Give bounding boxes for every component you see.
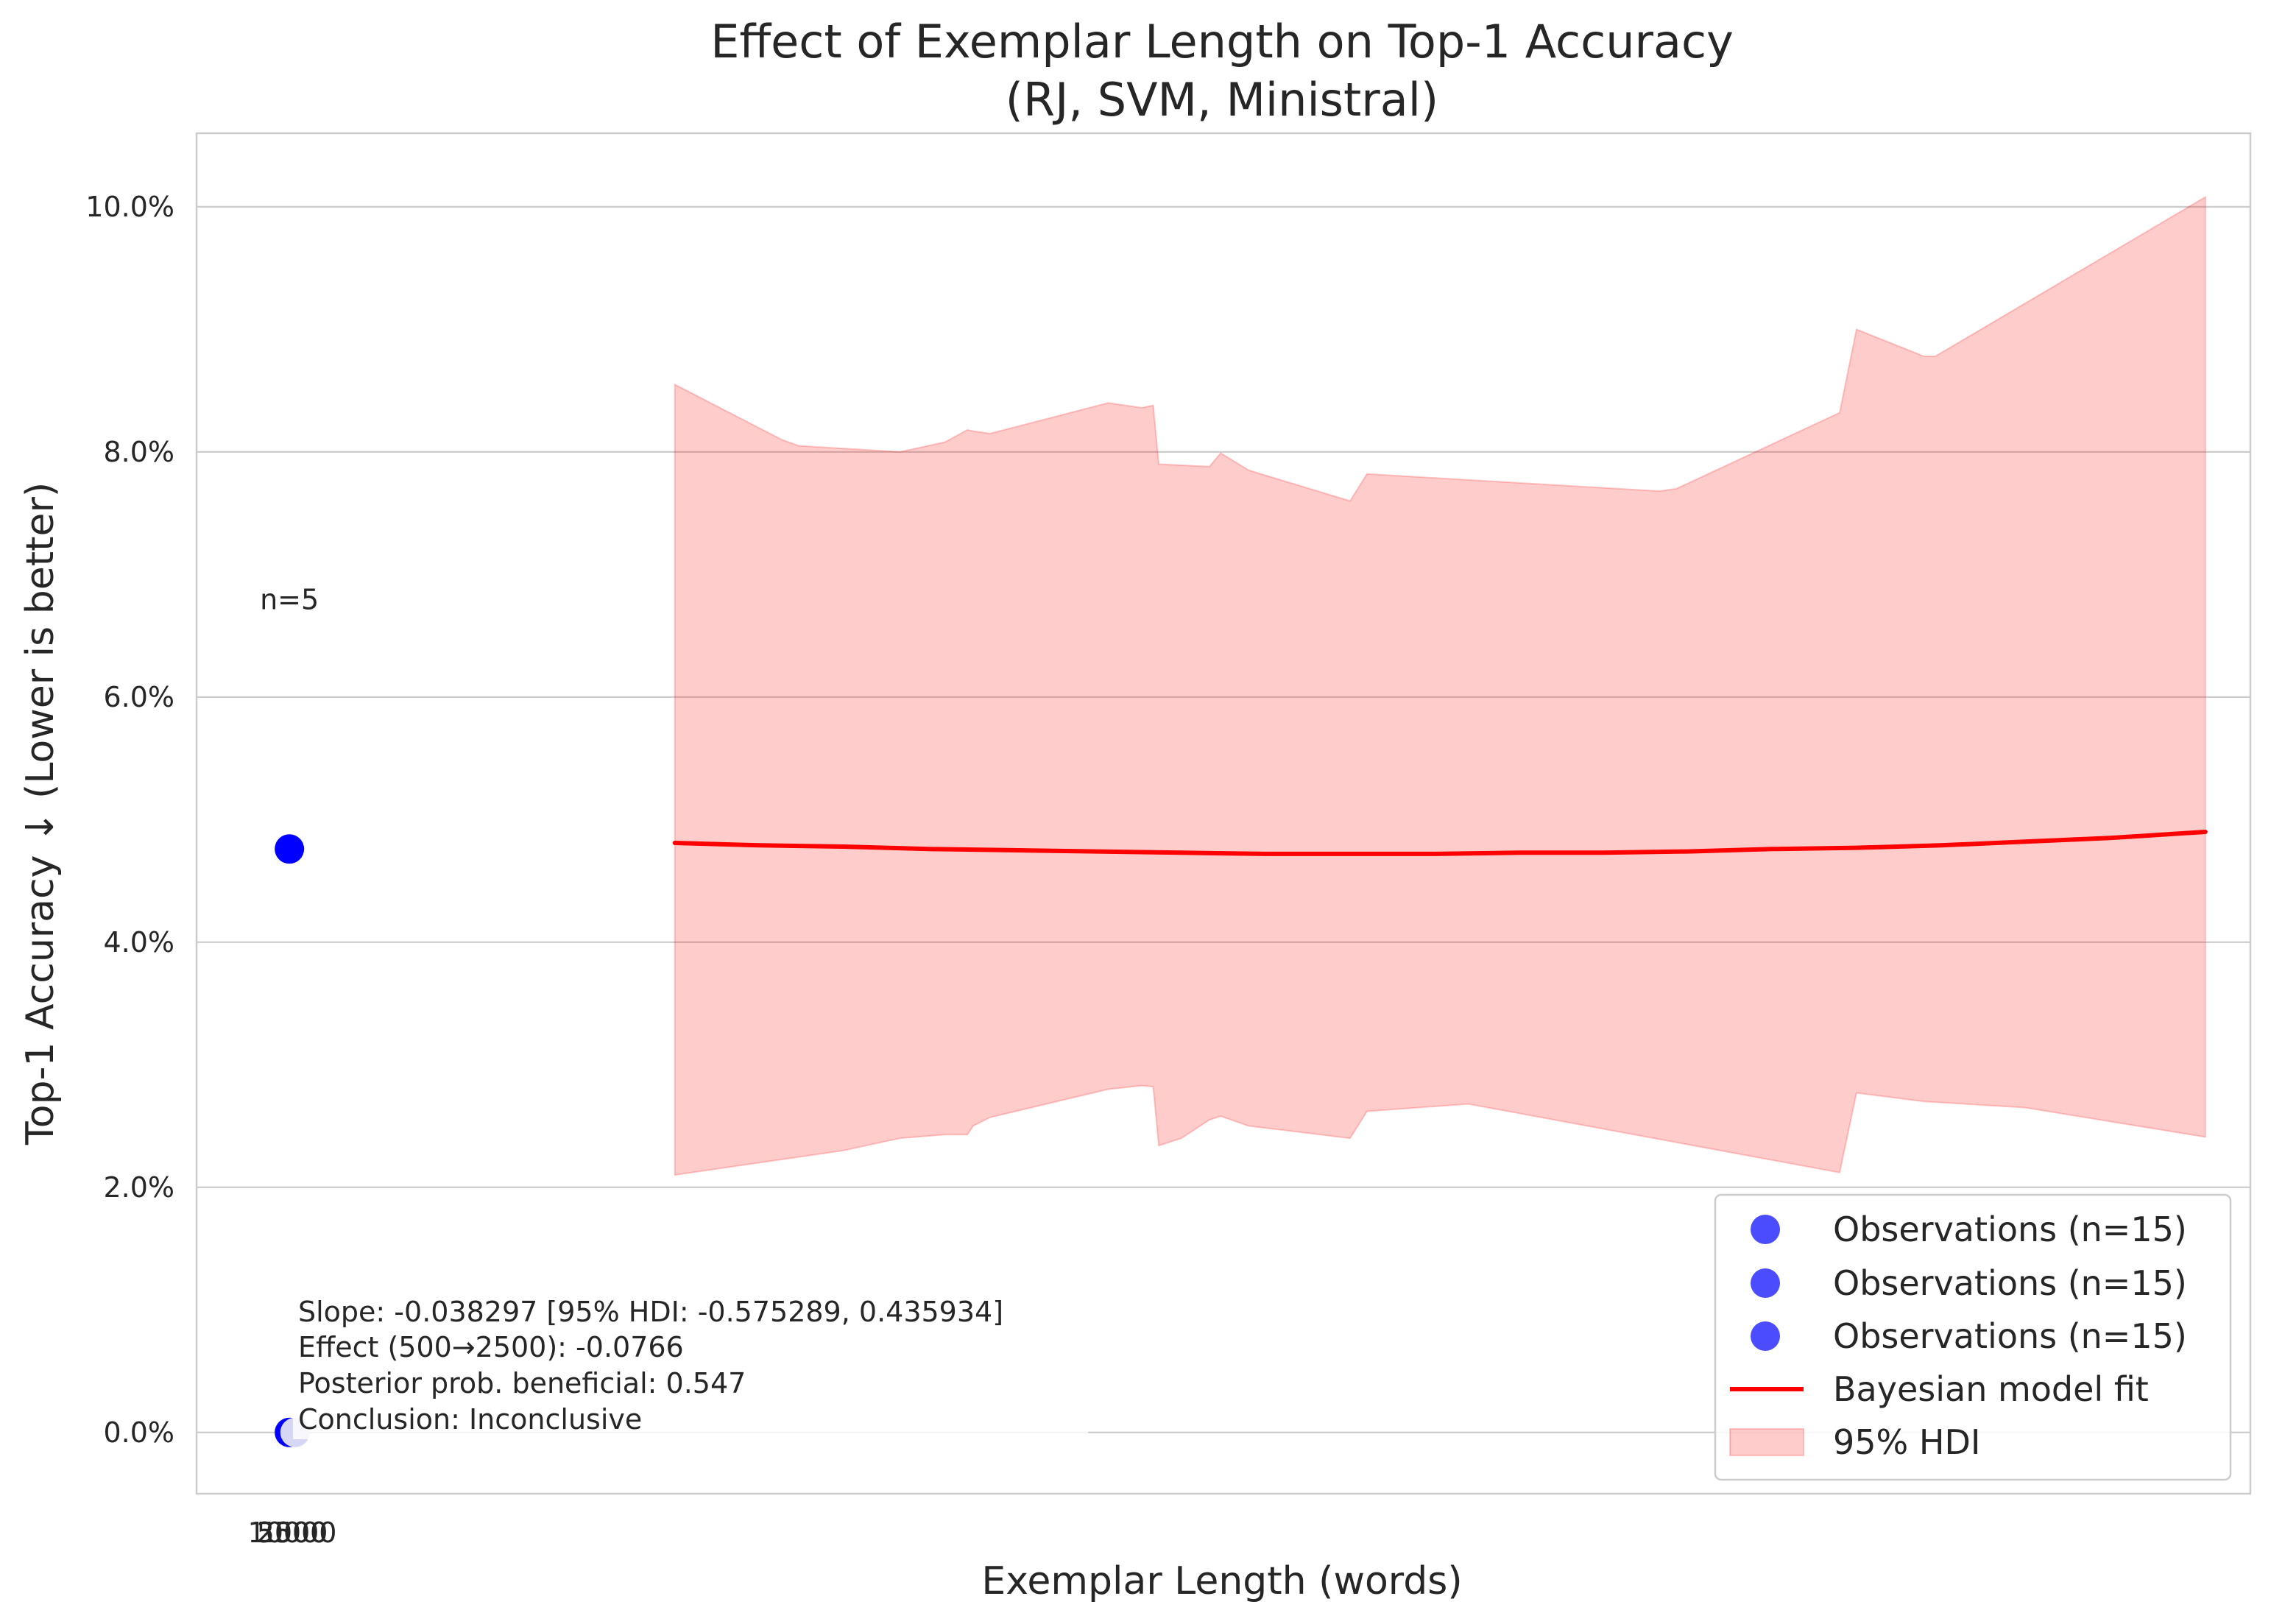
stats-box <box>293 1292 1088 1439</box>
n-count-label: n=5 <box>260 584 319 616</box>
x-tick-label: 10000 <box>248 1517 337 1549</box>
y-tick-label: 8.0% <box>103 436 174 468</box>
y-tick-label: 10.0% <box>85 191 174 223</box>
observation-point <box>275 834 305 864</box>
legend-observations-label-2: Observations (n=15) <box>1833 1263 2187 1303</box>
y-tick-label: 2.0% <box>103 1171 174 1204</box>
bayesian-fit-line <box>672 830 2208 856</box>
y-tick-label: 0.0% <box>103 1416 174 1449</box>
legend-fit-label: Bayesian model fit <box>1833 1369 2149 1409</box>
legend-frame <box>1714 1193 2232 1481</box>
hdi-band <box>674 195 2206 1176</box>
chart-title: Effect of Exemplar Length on Top-1 Accur… <box>710 15 1734 68</box>
legend-hdi-swatch <box>1729 1428 1804 1456</box>
stats-posterior: Posterior prob. beneficial: 0.547 <box>298 1367 746 1399</box>
x-tick-label: 2500 <box>257 1517 328 1549</box>
legend-observations-marker-1 <box>1751 1215 1780 1244</box>
chart-subtitle: (RJ, SVM, Ministral) <box>1006 73 1438 127</box>
legend-observations-label-1: Observations (n=15) <box>1833 1210 2187 1249</box>
y-tick-labels: 0.0% 2.0% 4.0% 6.0% 8.0% 10.0% <box>85 191 174 1449</box>
x-tick-label: 5000 <box>257 1517 328 1549</box>
legend-observations-marker-3 <box>1751 1321 1780 1351</box>
stats-slope: Slope: -0.038297 [95% HDI: -0.575289, 0.… <box>298 1296 1003 1328</box>
legend: Observations (n=15) Observations (n=15) … <box>1714 1193 2232 1481</box>
y-axis-label: Top-1 Accuracy ↓ (Lower is better) <box>18 482 63 1145</box>
stats-conclusion: Conclusion: Inconclusive <box>298 1403 642 1436</box>
y-tick-label: 4.0% <box>103 926 174 958</box>
y-tick-label: 6.0% <box>103 681 174 713</box>
x-axis-label: Exemplar Length (words) <box>981 1559 1462 1603</box>
stats-effect: Effect (500→2500): -0.0766 <box>298 1331 684 1363</box>
legend-observations-label-3: Observations (n=15) <box>1833 1316 2187 1356</box>
legend-hdi-label: 95% HDI <box>1833 1422 1980 1462</box>
legend-observations-marker-2 <box>1751 1268 1780 1298</box>
